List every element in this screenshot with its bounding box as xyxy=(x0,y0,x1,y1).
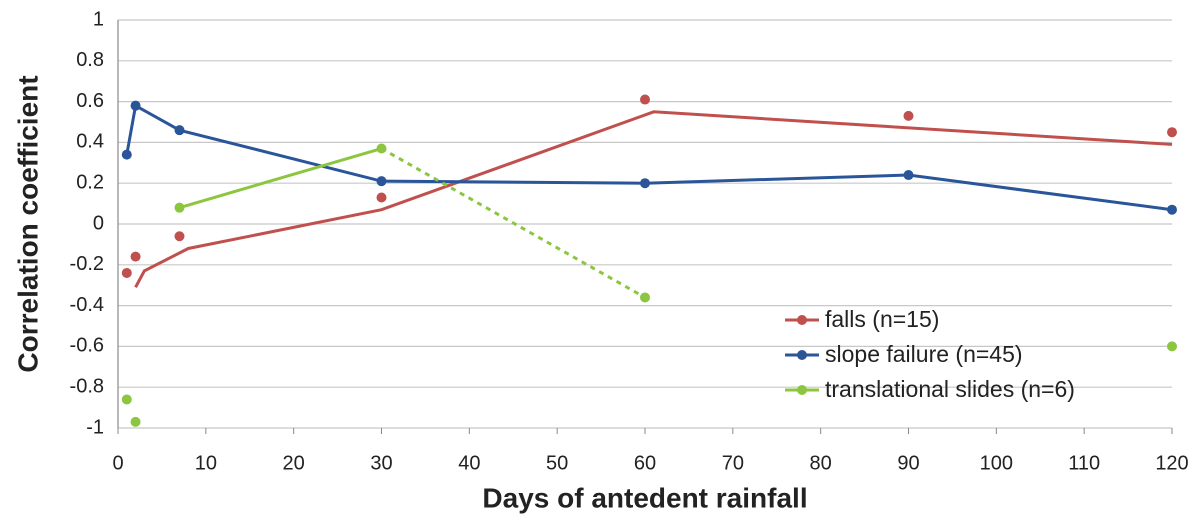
x-tick-label: 10 xyxy=(195,452,217,474)
y-tick-label: -0.6 xyxy=(70,335,104,357)
y-tick-label: 0.4 xyxy=(76,131,104,153)
y-tick-label: -0.2 xyxy=(70,253,104,275)
y-tick-label: -1 xyxy=(86,416,104,438)
legend-label: slope failure (n=45) xyxy=(825,341,1023,367)
point xyxy=(376,176,387,187)
point xyxy=(121,149,132,160)
legend-marker xyxy=(797,315,807,325)
y-tick-label: 0 xyxy=(93,212,104,234)
x-tick-label: 90 xyxy=(897,452,919,474)
legend-marker xyxy=(797,350,807,360)
x-tick-label: 20 xyxy=(283,452,305,474)
x-tick-label: 80 xyxy=(810,452,832,474)
point xyxy=(174,202,185,213)
x-tick-label: 110 xyxy=(1068,452,1100,474)
point xyxy=(174,125,185,136)
point xyxy=(1167,204,1177,215)
point xyxy=(1167,127,1177,138)
legend-label: translational slides (n=6) xyxy=(825,376,1075,402)
point xyxy=(130,251,141,262)
y-tick-label: -0.8 xyxy=(70,375,104,397)
point xyxy=(130,416,141,427)
x-tick-label: 60 xyxy=(634,452,656,474)
dashed-line xyxy=(380,147,646,299)
trend-line xyxy=(134,110,1173,288)
legend-label: falls (n=15) xyxy=(825,306,939,332)
point xyxy=(376,192,387,203)
y-tick-label: 0.2 xyxy=(76,171,104,193)
y-tick-label: -0.4 xyxy=(70,294,104,316)
point xyxy=(121,267,132,278)
point xyxy=(376,143,387,154)
series-line xyxy=(125,103,1173,212)
point xyxy=(174,231,185,242)
point xyxy=(903,170,914,181)
x-axis-title: Days of antedent rainfall xyxy=(482,482,807,513)
point xyxy=(1167,341,1177,352)
x-tick-label: 30 xyxy=(370,452,392,474)
point xyxy=(640,178,650,189)
y-axis-title: Correlation coefficient xyxy=(12,75,43,372)
y-tick-label: 0.6 xyxy=(76,90,104,112)
x-tick-label: 0 xyxy=(112,452,123,474)
point xyxy=(640,94,650,105)
x-tick-label: 120 xyxy=(1155,452,1188,474)
point xyxy=(121,394,132,405)
x-tick-label: 40 xyxy=(458,452,480,474)
y-tick-label: 0.8 xyxy=(76,49,104,71)
point xyxy=(130,100,141,111)
x-tick-label: 50 xyxy=(546,452,568,474)
y-tick-label: 1 xyxy=(93,8,104,30)
legend-marker xyxy=(797,385,807,395)
series-line xyxy=(179,147,382,210)
point xyxy=(903,110,914,121)
point xyxy=(640,292,650,303)
x-tick-label: 100 xyxy=(980,452,1013,474)
x-tick-label: 70 xyxy=(722,452,744,474)
